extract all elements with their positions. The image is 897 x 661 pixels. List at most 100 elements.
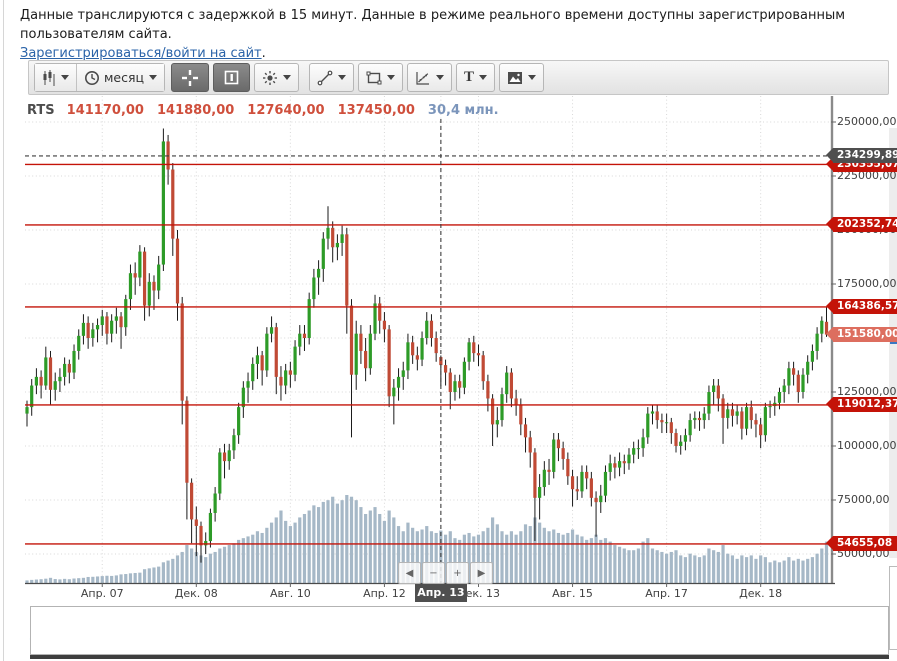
volume-bar <box>514 534 518 583</box>
volume-bar <box>246 536 250 583</box>
x-axis-label: Авг. 15 <box>552 587 593 600</box>
symbol-label: RTS <box>27 103 55 118</box>
volume-bar <box>519 531 523 583</box>
candle-body <box>820 320 824 334</box>
volume-bar <box>124 574 128 583</box>
chevron-down-icon <box>283 75 292 80</box>
volume-bar <box>53 579 57 583</box>
draw-line-button[interactable] <box>309 63 355 92</box>
candle-body <box>476 353 481 356</box>
candle-body <box>603 471 608 496</box>
candle-body <box>86 322 90 338</box>
candle-body <box>298 333 302 347</box>
volume-bar <box>232 543 236 583</box>
chart-type-button[interactable] <box>35 64 76 91</box>
candle-body <box>138 251 142 278</box>
candle-body <box>674 433 678 446</box>
candle-body <box>34 376 39 386</box>
volume-bar <box>824 541 829 583</box>
crosshair-price-badge: 234299,89 <box>826 148 897 164</box>
volume-bar <box>627 550 631 583</box>
candle-body <box>213 493 217 513</box>
candle-body <box>392 387 396 397</box>
candle-body <box>157 264 161 291</box>
volume-bar <box>716 551 720 583</box>
scroll-right-button[interactable]: ▶ <box>470 562 493 584</box>
delay-notice-text: Данные транслируются с задержкой в 15 ми… <box>20 8 846 42</box>
candle-body <box>754 420 758 425</box>
candle-body <box>124 299 128 328</box>
candle-body <box>650 411 655 414</box>
draw-shape-button[interactable] <box>358 63 404 92</box>
volume-bar <box>218 548 222 583</box>
volume-bar <box>364 513 368 583</box>
crosshair-button[interactable] <box>171 63 210 92</box>
volume-bar <box>67 579 71 583</box>
chart-settings-group: месяц <box>34 63 166 92</box>
volume-bar <box>401 531 405 583</box>
volume-bar <box>528 526 532 583</box>
appearance-button[interactable] <box>254 63 300 92</box>
candle-body <box>453 381 457 392</box>
candle-body <box>679 441 683 446</box>
candle-body <box>462 361 466 388</box>
volume-bar <box>269 522 274 583</box>
volume-bar <box>180 551 184 583</box>
candle-body <box>429 320 434 338</box>
scroll-left-button[interactable]: ◀ <box>398 562 421 584</box>
candle-body <box>316 268 321 278</box>
volume-bar <box>566 532 570 583</box>
chevron-down-icon <box>338 75 347 80</box>
candle-body <box>443 365 448 373</box>
draw-text-button[interactable]: T <box>456 63 496 92</box>
volume-bar <box>636 548 640 583</box>
volume-bar <box>30 579 34 583</box>
candle-body <box>175 238 180 304</box>
candle-body <box>208 512 213 542</box>
draw-regression-button[interactable] <box>407 63 453 92</box>
chevron-down-icon <box>436 75 445 80</box>
volume-bar <box>434 532 438 583</box>
range-navigator[interactable] <box>30 606 889 655</box>
candle-body <box>302 333 307 338</box>
volume-bar <box>227 545 231 583</box>
volume-bar <box>820 548 824 583</box>
indicator-panel-button[interactable] <box>213 63 251 92</box>
price-level-badge: 119012,37 <box>826 397 897 413</box>
high-value: 141880,00 <box>156 103 235 118</box>
volume-bar <box>387 510 391 583</box>
volume-bar <box>265 527 269 583</box>
volume-bar <box>349 496 354 583</box>
price-level-badge: 202352,74 <box>826 217 897 233</box>
image-button[interactable] <box>499 63 545 92</box>
candle-body <box>796 374 800 392</box>
x-axis-label: Дек. 08 <box>174 587 218 600</box>
volume-bar <box>411 527 415 583</box>
candle-body <box>161 141 165 265</box>
candle-body <box>791 368 796 375</box>
zoom-in-button[interactable]: + <box>446 562 469 584</box>
candle-body <box>763 407 767 436</box>
volume-bar <box>415 531 419 583</box>
volume-bar <box>152 567 156 583</box>
candle-body <box>241 387 245 408</box>
close-value: 137450,00 <box>337 103 415 118</box>
volume-bar <box>641 541 645 583</box>
timeframe-button[interactable]: месяц <box>76 64 165 91</box>
x-axis-label: Апр. 07 <box>80 587 124 600</box>
candle-body <box>30 385 34 408</box>
register-login-link[interactable]: Зарегистрироваться/войти на сайт <box>20 46 262 61</box>
candle-body <box>373 303 377 334</box>
candle-body <box>58 376 62 382</box>
volume-bar <box>467 532 471 583</box>
volume-bar <box>373 507 377 583</box>
volume-bar <box>570 529 575 583</box>
panel-icon <box>224 70 239 85</box>
volume-bar <box>608 541 612 583</box>
volume-bar <box>726 553 730 583</box>
candle-body <box>67 363 71 373</box>
volume-bar <box>646 538 650 583</box>
volume-bar <box>660 551 664 583</box>
zoom-out-button[interactable]: − <box>422 562 445 584</box>
candle-body <box>514 398 518 405</box>
